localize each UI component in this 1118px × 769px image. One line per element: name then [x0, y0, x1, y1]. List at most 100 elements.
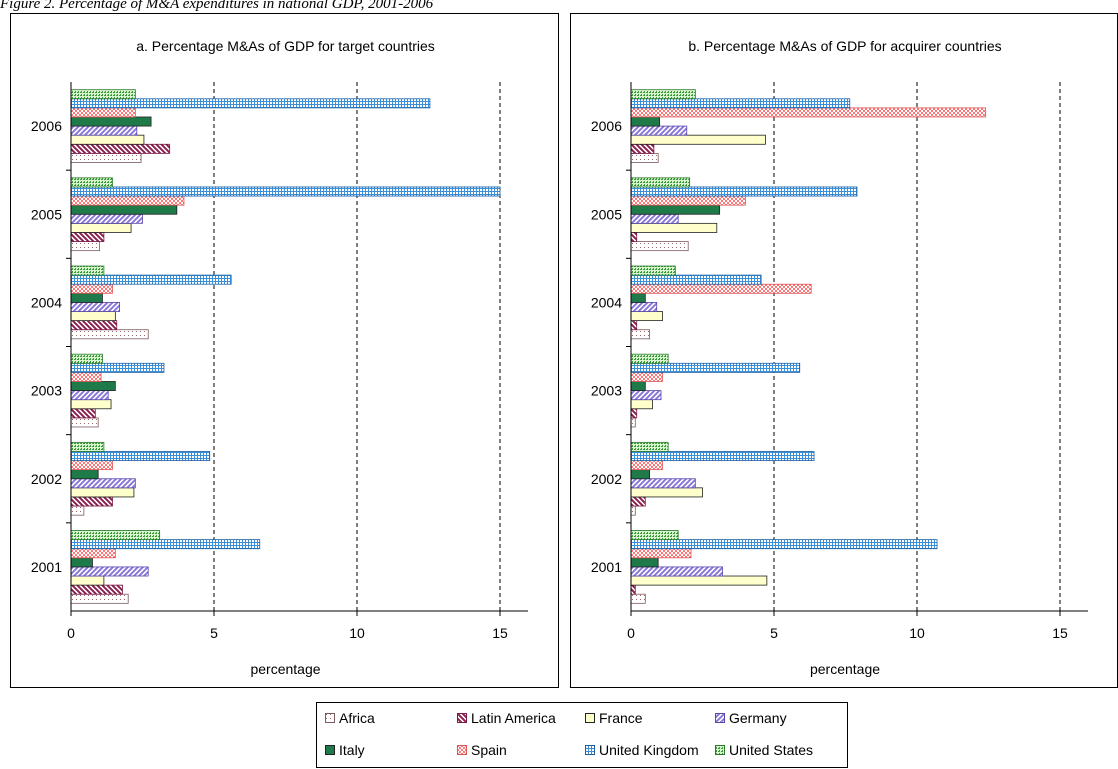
legend-label: Spain — [471, 742, 507, 758]
bar-united-kingdom-2006 — [70, 98, 431, 109]
x-tick-label: 15 — [1052, 625, 1068, 641]
bar-latin-america-2006 — [70, 143, 171, 154]
chart-title: b. Percentage M&As of GDP for acquirer c… — [688, 38, 1001, 54]
bar-united-kingdom-2005 — [70, 186, 501, 197]
legend-label: Latin America — [471, 710, 556, 726]
x-tick-label: 10 — [909, 625, 925, 641]
bar-latin-america-2003 — [630, 408, 638, 419]
chart-legend: Africa Latin America France Germany Italy Spa… — [316, 702, 848, 768]
legend-label: Italy — [339, 742, 365, 758]
bar-italy-2003 — [70, 381, 116, 391]
bar-italy-2005 — [630, 204, 721, 215]
chart-panel-target: a. Percentage M&As of GDP for target cou… — [10, 13, 559, 688]
bar-spain-2005 — [630, 195, 746, 206]
bar-united-states-2002 — [70, 441, 105, 452]
legend-swatch — [325, 745, 335, 755]
bar-latin-america-2001 — [70, 584, 123, 595]
bar-africa-2006 — [630, 152, 659, 163]
bar-germany-2001 — [70, 566, 149, 577]
bar-africa-2002 — [70, 505, 85, 516]
bar-germany-2004 — [630, 302, 658, 312]
legend-swatch — [585, 745, 595, 755]
bar-italy-2006 — [630, 116, 661, 127]
bar-france-2002 — [70, 487, 135, 498]
chart-target-countries: a. Percentage M&As of GDP for target cou… — [31, 38, 528, 677]
category-label: 2003 — [591, 383, 622, 399]
category-label: 2002 — [591, 471, 622, 487]
bar-spain-2004 — [630, 283, 812, 294]
legend-swatch — [457, 713, 467, 723]
bar-latin-america-2004 — [630, 320, 638, 331]
legend-swatch — [325, 713, 335, 723]
x-axis-label: percentage — [810, 661, 880, 677]
bar-united-states-2001 — [630, 530, 679, 541]
bar-germany-2001 — [630, 566, 723, 577]
legend-label: Africa — [339, 710, 375, 726]
bar-germany-2002 — [70, 478, 136, 489]
bar-france-2004 — [630, 311, 663, 322]
legend-item-spain: Spain — [457, 741, 507, 759]
legend-label: United States — [729, 742, 814, 758]
bar-latin-america-2005 — [70, 232, 105, 242]
category-label: 2006 — [31, 118, 62, 134]
chart-acquirer-countries: b. Percentage M&As of GDP for acquirer c… — [591, 38, 1088, 677]
bar-france-2006 — [70, 134, 145, 145]
bar-africa-2005 — [70, 241, 101, 252]
legend-label: United Kingdom — [599, 742, 699, 758]
bar-africa-2006 — [70, 152, 142, 163]
bar-italy-2001 — [630, 557, 659, 568]
legend-item-germany: Germany — [715, 709, 787, 727]
bar-united-states-2004 — [70, 265, 105, 276]
bar-germany-2005 — [70, 213, 143, 224]
category-label: 2002 — [31, 471, 62, 487]
bar-spain-2002 — [630, 460, 663, 471]
bar-united-kingdom-2002 — [70, 451, 211, 461]
bar-africa-2004 — [630, 329, 650, 340]
bar-italy-2002 — [630, 469, 650, 480]
category-label: 2006 — [591, 118, 622, 134]
bar-italy-2005 — [70, 204, 178, 215]
bar-france-2006 — [630, 134, 766, 145]
bar-italy-2001 — [70, 557, 93, 568]
bar-africa-2001 — [70, 593, 129, 604]
bar-france-2004 — [70, 311, 116, 322]
x-tick-label: 10 — [349, 625, 365, 641]
bar-united-kingdom-2003 — [630, 362, 801, 373]
bar-united-kingdom-2001 — [70, 539, 261, 550]
category-label: 2003 — [31, 383, 62, 399]
bar-united-kingdom-2002 — [630, 451, 815, 461]
bar-spain-2004 — [70, 283, 113, 294]
bar-united-states-2003 — [70, 353, 103, 364]
bar-africa-2003 — [630, 417, 636, 428]
bar-united-states-2001 — [70, 530, 161, 541]
bar-spain-2006 — [630, 107, 987, 118]
bar-latin-america-2005 — [630, 232, 638, 242]
legend-swatch — [585, 713, 595, 723]
bar-latin-america-2006 — [630, 143, 655, 154]
bar-germany-2006 — [630, 125, 688, 136]
chart-panel-acquirer: b. Percentage M&As of GDP for acquirer c… — [570, 13, 1118, 688]
bar-africa-2003 — [70, 417, 99, 428]
bar-spain-2001 — [70, 548, 116, 559]
legend-swatch — [715, 745, 725, 755]
bar-africa-2005 — [630, 241, 689, 252]
category-label: 2004 — [591, 294, 622, 310]
x-axis-label: percentage — [250, 661, 320, 677]
bar-latin-america-2001 — [630, 584, 636, 595]
legend-item-united-states: United States — [715, 741, 813, 759]
x-tick-label: 5 — [210, 625, 218, 641]
bar-france-2001 — [630, 575, 768, 586]
bar-united-kingdom-2001 — [630, 539, 938, 550]
bar-united-states-2006 — [630, 89, 696, 100]
legend-item-united-kingdom: United Kingdom — [585, 741, 699, 759]
bar-united-states-2004 — [630, 265, 676, 276]
bar-germany-2005 — [630, 213, 679, 224]
legend-label: Germany — [729, 710, 787, 726]
bar-united-states-2005 — [630, 177, 691, 188]
bar-united-kingdom-2003 — [70, 362, 165, 373]
bar-spain-2006 — [70, 107, 136, 118]
bar-italy-2006 — [70, 116, 152, 127]
bar-spain-2005 — [70, 195, 185, 206]
bar-africa-2004 — [70, 329, 149, 340]
category-label: 2005 — [591, 206, 622, 222]
